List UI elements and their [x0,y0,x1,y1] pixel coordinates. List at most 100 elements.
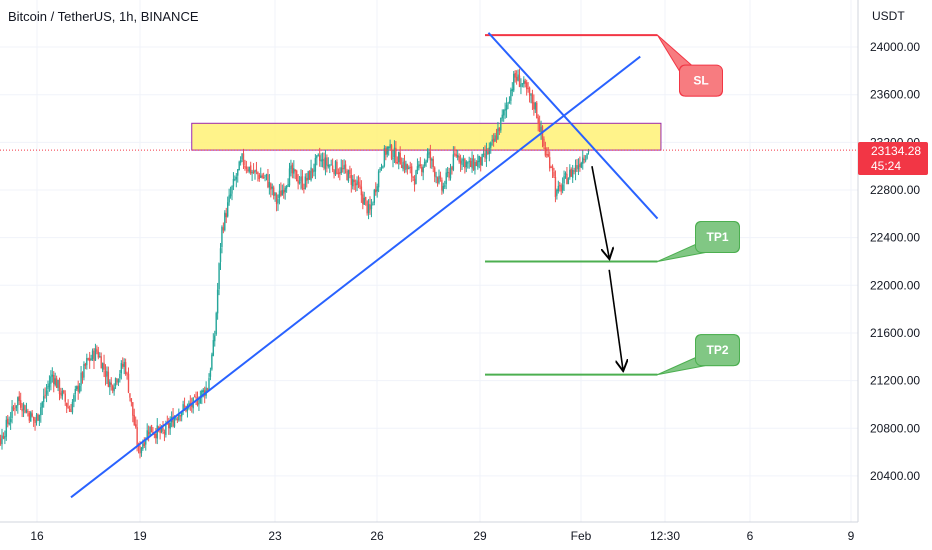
candle-body [478,155,480,163]
candle-body [577,165,580,170]
candle-body [34,419,36,423]
candle-body [17,397,19,406]
candle-body [301,176,304,189]
candle-body [41,402,43,408]
candle-body [67,406,69,409]
candle-body [117,379,120,383]
candle-body [392,157,394,160]
candle-body [579,163,581,168]
candle-body [561,184,564,191]
candle-body [349,169,351,174]
candle-body [94,348,97,361]
candle-body [272,187,275,196]
candle-body [104,371,107,378]
candle-body [537,117,539,124]
candle-body [459,160,462,164]
candle-body [563,175,565,184]
candle-body [294,169,296,172]
candle-body [494,135,496,142]
y-tick-label: 24000.00 [870,40,920,54]
candle-body [441,179,443,191]
y-tick-label: 20800.00 [870,421,920,435]
candle-body [73,395,75,402]
candle-body [331,165,334,170]
candle-body [490,142,492,148]
candle-body [573,170,575,172]
tp2-callout-box [695,334,740,367]
candle-body [461,158,463,166]
candle-body [70,411,72,413]
candle-body [313,170,315,172]
candle-body [455,154,457,157]
candle-body [225,213,227,218]
candle-body [546,154,548,156]
candle-body [339,172,341,174]
candle-body [520,84,522,87]
candle-body [219,248,222,262]
candle-body [484,153,486,158]
candle-body [40,407,42,416]
candle-body [267,174,269,188]
candle-body [101,363,104,370]
candle-body [176,418,179,420]
candle-body [451,166,453,170]
candle-body [412,176,414,178]
candle-body [515,76,518,81]
candle-body [329,165,331,167]
candle-body [90,358,92,361]
candle-body [435,176,437,178]
candle-body [399,152,401,165]
candle-body [196,398,199,406]
candle-body [488,147,491,155]
candle-body [61,390,64,397]
candle-body [514,73,516,78]
candle-body [347,170,350,182]
candle-body [175,417,177,420]
candle-body [380,167,383,169]
candle-body [134,424,137,427]
candle-body [65,403,68,407]
candle-body [147,431,150,435]
candle-body [385,148,387,155]
candle-body [583,158,585,160]
candle-body [206,388,209,390]
candle-body [320,159,322,162]
y-tick-label: 22400.00 [870,231,920,245]
candle-body [415,170,417,185]
candle-body [452,154,455,170]
candle-body [222,227,225,231]
candle-body [373,189,376,203]
candle-body [178,414,180,421]
candle-body [37,414,39,421]
candle-body [228,195,230,203]
candle-body [564,173,567,176]
candle-body [297,180,299,184]
candle-body [534,102,537,110]
candle-body [521,83,524,85]
chart-axes: USDT 20400.00 20800.00 21200.00 21600.00 220… [0,0,920,543]
y-tick-label: 21600.00 [870,326,920,340]
candle-body [275,194,278,205]
candle-body [271,186,273,189]
candle-body [530,94,532,96]
candle-body [63,390,65,393]
candle-body [24,405,26,414]
candle-body [418,164,420,168]
candle-body [449,167,452,179]
candle-body [64,393,66,402]
candle-body [367,204,370,213]
candle-body [14,408,16,410]
candle-body [495,136,498,140]
candle-body [4,436,6,439]
candle-body [244,166,246,168]
x-tick-label: Feb [571,529,592,543]
candle-body [334,161,337,175]
candle-body [567,178,570,185]
candle-body [323,159,325,169]
candle-body [22,404,25,411]
candle-body [421,167,423,172]
candle-body [114,378,117,387]
candle-body [400,165,403,169]
candle-body [544,147,547,156]
